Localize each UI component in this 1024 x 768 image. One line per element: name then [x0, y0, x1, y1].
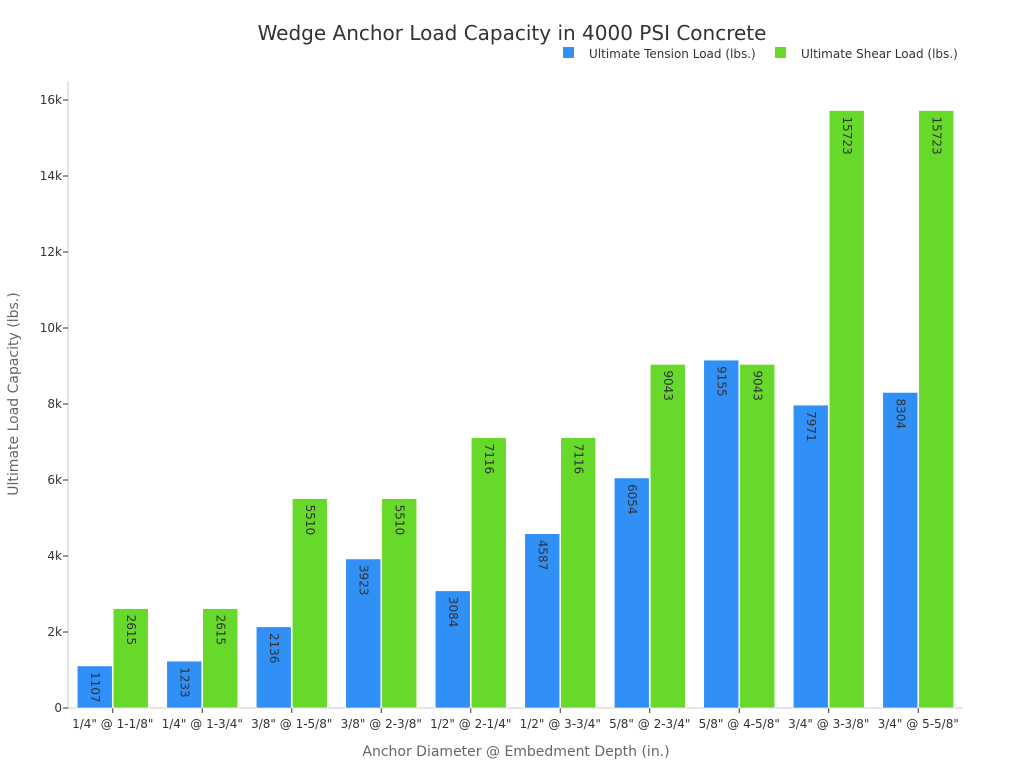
y-tick-label: 4k — [47, 549, 62, 563]
bar-value-label: 6054 — [625, 484, 639, 515]
bar-value-label: 2615 — [124, 615, 138, 646]
y-tick-label: 0 — [54, 701, 62, 715]
x-axis-label: Anchor Diameter @ Embedment Depth (in.) — [362, 744, 669, 760]
tension-bar — [792, 404, 829, 709]
bar-value-label: 3923 — [356, 565, 370, 596]
shear-bar — [381, 498, 418, 709]
bar-value-label: 15723 — [929, 117, 943, 155]
y-tick-label: 12k — [40, 245, 62, 259]
tension-bar — [166, 660, 203, 709]
tension-bar — [345, 558, 382, 709]
x-tick-label: 3/8" @ 2-3/8" — [341, 717, 422, 731]
shear-bar — [112, 608, 149, 709]
tension-bar — [76, 665, 113, 709]
y-axis-label: Ultimate Load Capacity (lbs.) — [6, 292, 22, 495]
bar-value-label: 2136 — [267, 633, 281, 664]
x-tick-label: 3/4" @ 5-5/8" — [878, 717, 959, 731]
tension-bar — [524, 533, 561, 709]
tension-bar — [255, 626, 292, 709]
tension-bar — [703, 359, 740, 709]
bar-value-label: 9155 — [714, 366, 728, 397]
x-tick-label: 3/8" @ 1-5/8" — [251, 717, 332, 731]
bar-value-label: 7116 — [482, 444, 496, 475]
x-tick-label: 3/4" @ 3-3/8" — [788, 717, 869, 731]
shear-bar — [291, 498, 328, 709]
legend-label: Ultimate Shear Load (lbs.) — [801, 47, 958, 61]
bar-value-label: 5510 — [303, 505, 317, 536]
y-tick-label: 16k — [40, 93, 62, 107]
x-tick-label: 1/4" @ 1-1/8" — [72, 717, 153, 731]
chart-title: Wedge Anchor Load Capacity in 4000 PSI C… — [258, 21, 767, 45]
bar-value-label: 2615 — [213, 615, 227, 646]
x-tick-label: 1/4" @ 1-3/4" — [162, 717, 243, 731]
legend-swatch — [775, 47, 786, 58]
shear-bar — [739, 364, 776, 709]
bar-value-label: 9043 — [661, 370, 675, 401]
bar-value-label: 7971 — [804, 411, 818, 442]
tension-bar — [882, 392, 919, 709]
x-tick-label: 1/2" @ 3-3/4" — [520, 717, 601, 731]
bar-value-label: 9043 — [750, 370, 764, 401]
bar-value-label: 15723 — [840, 117, 854, 155]
y-tick-label: 2k — [47, 625, 62, 639]
shear-bar — [649, 364, 686, 709]
x-tick-label: 1/2" @ 2-1/4" — [430, 717, 511, 731]
bar-value-label: 1233 — [177, 667, 191, 698]
x-tick-label: 5/8" @ 2-3/4" — [609, 717, 690, 731]
y-tick-label: 10k — [40, 321, 62, 335]
tension-bar — [434, 590, 471, 709]
y-tick-label: 8k — [47, 397, 62, 411]
legend-swatch — [563, 47, 574, 58]
legend: Ultimate Tension Load (lbs.) Ultimate She… — [563, 47, 958, 61]
bar-value-label: 4587 — [535, 540, 549, 571]
y-tick-label: 14k — [40, 169, 62, 183]
legend-label: Ultimate Tension Load (lbs.) — [589, 47, 756, 61]
shear-bar — [560, 437, 597, 709]
bar-value-label: 5510 — [392, 505, 406, 536]
shear-bar — [202, 608, 239, 709]
shear-bar — [470, 437, 507, 709]
tension-bar — [613, 477, 650, 709]
bar-value-label: 3084 — [446, 597, 460, 628]
shear-bar — [828, 110, 865, 709]
shear-bar — [918, 110, 955, 709]
bar-value-label: 1107 — [88, 672, 102, 703]
y-tick-label: 6k — [47, 473, 62, 487]
bar-value-label: 7116 — [571, 444, 585, 475]
x-tick-label: 5/8" @ 4-5/8" — [699, 717, 780, 731]
bar-value-label: 8304 — [893, 398, 907, 429]
